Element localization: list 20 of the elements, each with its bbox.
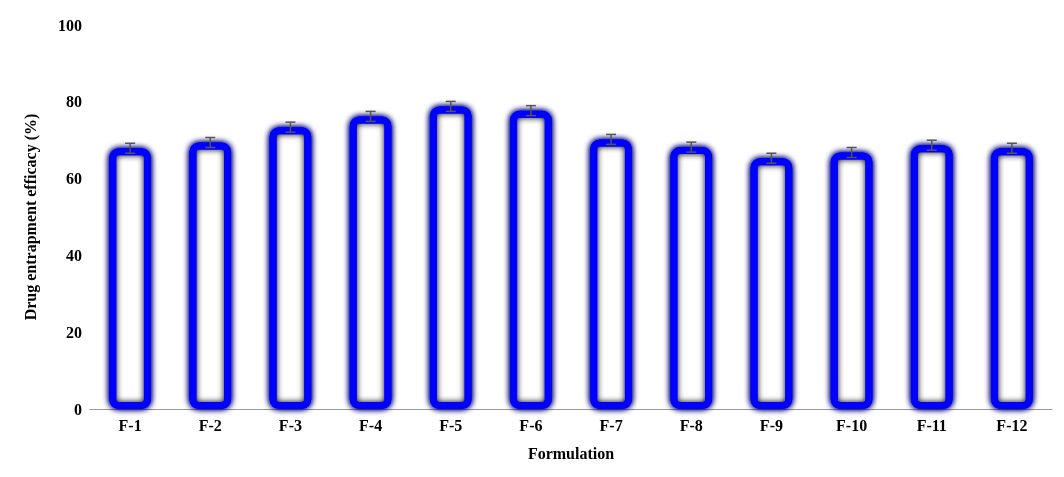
x-tick-label: F-8 <box>679 416 703 434</box>
x-tick-label: F-1 <box>118 416 142 434</box>
x-tick-label: F-7 <box>599 416 623 434</box>
x-tick-label: F-6 <box>519 416 543 434</box>
x-tick-label: F-4 <box>359 416 383 434</box>
x-tick-label: F-10 <box>836 416 868 434</box>
x-axis-title: Formulation <box>527 444 615 462</box>
y-tick-label: 20 <box>66 323 82 341</box>
y-tick-label: 100 <box>58 16 82 34</box>
y-tick-label: 40 <box>66 246 82 264</box>
y-tick-label: 80 <box>66 93 82 111</box>
x-tick-label: F-5 <box>439 416 463 434</box>
y-axis-title: Drug entrapment efficacy (%) <box>21 113 40 321</box>
y-tick-label: 0 <box>74 400 82 418</box>
x-tick-label: F-12 <box>996 416 1028 434</box>
x-tick-label: F-3 <box>278 416 302 434</box>
y-tick-label: 60 <box>66 170 82 188</box>
x-tick-label: F-9 <box>759 416 783 434</box>
x-tick-label: F-2 <box>198 416 222 434</box>
x-tick-label: F-11 <box>916 416 947 434</box>
